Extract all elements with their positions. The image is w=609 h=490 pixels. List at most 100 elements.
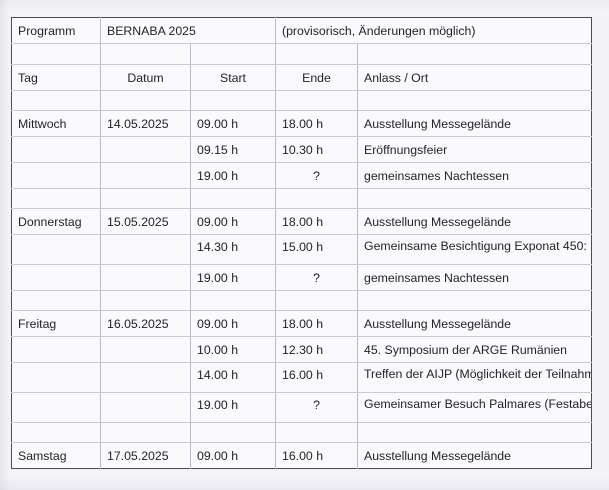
- gap-cell: [357, 90, 592, 111]
- cell-date: 16.05.2025: [100, 310, 191, 337]
- cell-venue: Gemeinsamer Besuch Palmares (Festabend/P…: [357, 392, 592, 423]
- table-row: 19.00 h ? gemeinsames Nachtessen: [11, 264, 592, 291]
- gap-cell: [190, 188, 276, 209]
- cell-start: 14.30 h: [190, 234, 276, 265]
- cell-start: 09.15 h: [190, 136, 276, 163]
- cell-end: 18.00 h: [275, 110, 358, 137]
- cell-end: 16.00 h: [275, 442, 358, 469]
- column-header-start: Start: [190, 64, 276, 91]
- cell-end: ?: [275, 264, 358, 291]
- cell-start: 10.00 h: [190, 336, 276, 363]
- cell-date: [100, 136, 191, 163]
- cell-start: 14.00 h: [190, 362, 276, 393]
- cell-end: 18.00 h: [275, 208, 358, 235]
- table-header-row: Tag Datum Start Ende Anlass / Ort: [11, 64, 592, 91]
- cell-end: ?: [275, 392, 358, 423]
- gap-cell: [357, 188, 592, 209]
- spacer-cell: [190, 43, 276, 65]
- table-row-gap: [11, 422, 592, 443]
- spacer-cell: [275, 43, 358, 65]
- cell-venue: Treffen der AIJP (Möglichkeit der Teilna…: [357, 362, 592, 393]
- table-row: 10.00 h 12.30 h 45. Symposium der ARGE R…: [11, 336, 592, 363]
- cell-start: 09.00 h: [190, 310, 276, 337]
- gap-cell: [11, 422, 101, 443]
- table-row: 14.30 h 15.00 h Gemeinsame Besichtigung …: [11, 234, 592, 265]
- cell-start: 09.00 h: [190, 442, 276, 469]
- table-row-gap: [11, 290, 592, 311]
- gap-cell: [357, 290, 592, 311]
- program-schedule-table: Programm BERNABA 2025 (provisorisch, Änd…: [11, 17, 592, 469]
- column-header-day: Tag: [11, 64, 101, 91]
- cell-start: 19.00 h: [190, 264, 276, 291]
- cell-end: 15.00 h: [275, 234, 358, 265]
- program-label: Programm: [11, 17, 101, 44]
- gap-cell: [275, 290, 358, 311]
- gap-cell: [11, 290, 101, 311]
- cell-date: [100, 264, 191, 291]
- column-header-venue: Anlass / Ort: [357, 64, 592, 91]
- cell-venue: Ausstellung Messegelände: [357, 110, 592, 137]
- gap-cell: [357, 422, 592, 443]
- cell-day: [11, 136, 101, 163]
- cell-start: 19.00 h: [190, 162, 276, 189]
- cell-end: 16.00 h: [275, 362, 358, 393]
- spacer-cell: [100, 43, 191, 65]
- cell-venue: gemeinsames Nachtessen: [357, 162, 592, 189]
- table-row-title: Programm BERNABA 2025 (provisorisch, Änd…: [11, 17, 592, 44]
- cell-date: [100, 162, 191, 189]
- cell-day: Samstag: [11, 442, 101, 469]
- table-row: 09.15 h 10.30 h Eröffnungsfeier: [11, 136, 592, 163]
- cell-end: 18.00 h: [275, 310, 358, 337]
- table-row: Donnerstag 15.05.2025 09.00 h 18.00 h Au…: [11, 208, 592, 235]
- cell-venue: Ausstellung Messegelände: [357, 310, 592, 337]
- gap-cell: [275, 90, 358, 111]
- cell-venue: 45. Symposium der ARGE Rumänien: [357, 336, 592, 363]
- cell-day: Mittwoch: [11, 110, 101, 137]
- gap-cell: [190, 90, 276, 111]
- cell-start: 09.00 h: [190, 208, 276, 235]
- gap-cell: [275, 188, 358, 209]
- gap-cell: [100, 90, 191, 111]
- gap-cell: [190, 422, 276, 443]
- cell-venue: Ausstellung Messegelände: [357, 208, 592, 235]
- gap-cell: [100, 290, 191, 311]
- table-row-gap: [11, 90, 592, 111]
- cell-day: Freitag: [11, 310, 101, 337]
- cell-day: Donnerstag: [11, 208, 101, 235]
- cell-end: 12.30 h: [275, 336, 358, 363]
- cell-date: [100, 234, 191, 265]
- cell-day: [11, 162, 101, 189]
- cell-date: [100, 392, 191, 423]
- gap-cell: [190, 290, 276, 311]
- cell-day: [11, 234, 101, 265]
- gap-cell: [100, 188, 191, 209]
- cell-date: [100, 362, 191, 393]
- table-row: 19.00 h ? Gemeinsamer Besuch Palmares (F…: [11, 392, 592, 423]
- program-disclaimer: (provisorisch, Änderungen möglich): [275, 17, 592, 44]
- cell-day: [11, 392, 101, 423]
- table-row: 14.00 h 16.00 h Treffen der AIJP (Möglic…: [11, 362, 592, 393]
- table-row: Mittwoch 14.05.2025 09.00 h 18.00 h Auss…: [11, 110, 592, 137]
- gap-cell: [100, 422, 191, 443]
- cell-start: 09.00 h: [190, 110, 276, 137]
- table-row: Freitag 16.05.2025 09.00 h 18.00 h Ausst…: [11, 310, 592, 337]
- gap-cell: [11, 188, 101, 209]
- gap-cell: [275, 422, 358, 443]
- cell-end: 10.30 h: [275, 136, 358, 163]
- cell-day: [11, 362, 101, 393]
- cell-date: 17.05.2025: [100, 442, 191, 469]
- gap-cell: [11, 90, 101, 111]
- column-header-date: Datum: [100, 64, 191, 91]
- cell-venue: Eröffnungsfeier: [357, 136, 592, 163]
- program-name: BERNABA 2025: [100, 17, 276, 44]
- cell-end: ?: [275, 162, 358, 189]
- table-row-gap: [11, 188, 592, 209]
- spacer-cell: [357, 43, 592, 65]
- cell-venue: gemeinsames Nachtessen: [357, 264, 592, 291]
- cell-day: [11, 264, 101, 291]
- cell-date: [100, 336, 191, 363]
- column-header-end: Ende: [275, 64, 358, 91]
- cell-venue: Ausstellung Messegelände: [357, 442, 592, 469]
- spacer-cell: [11, 43, 101, 65]
